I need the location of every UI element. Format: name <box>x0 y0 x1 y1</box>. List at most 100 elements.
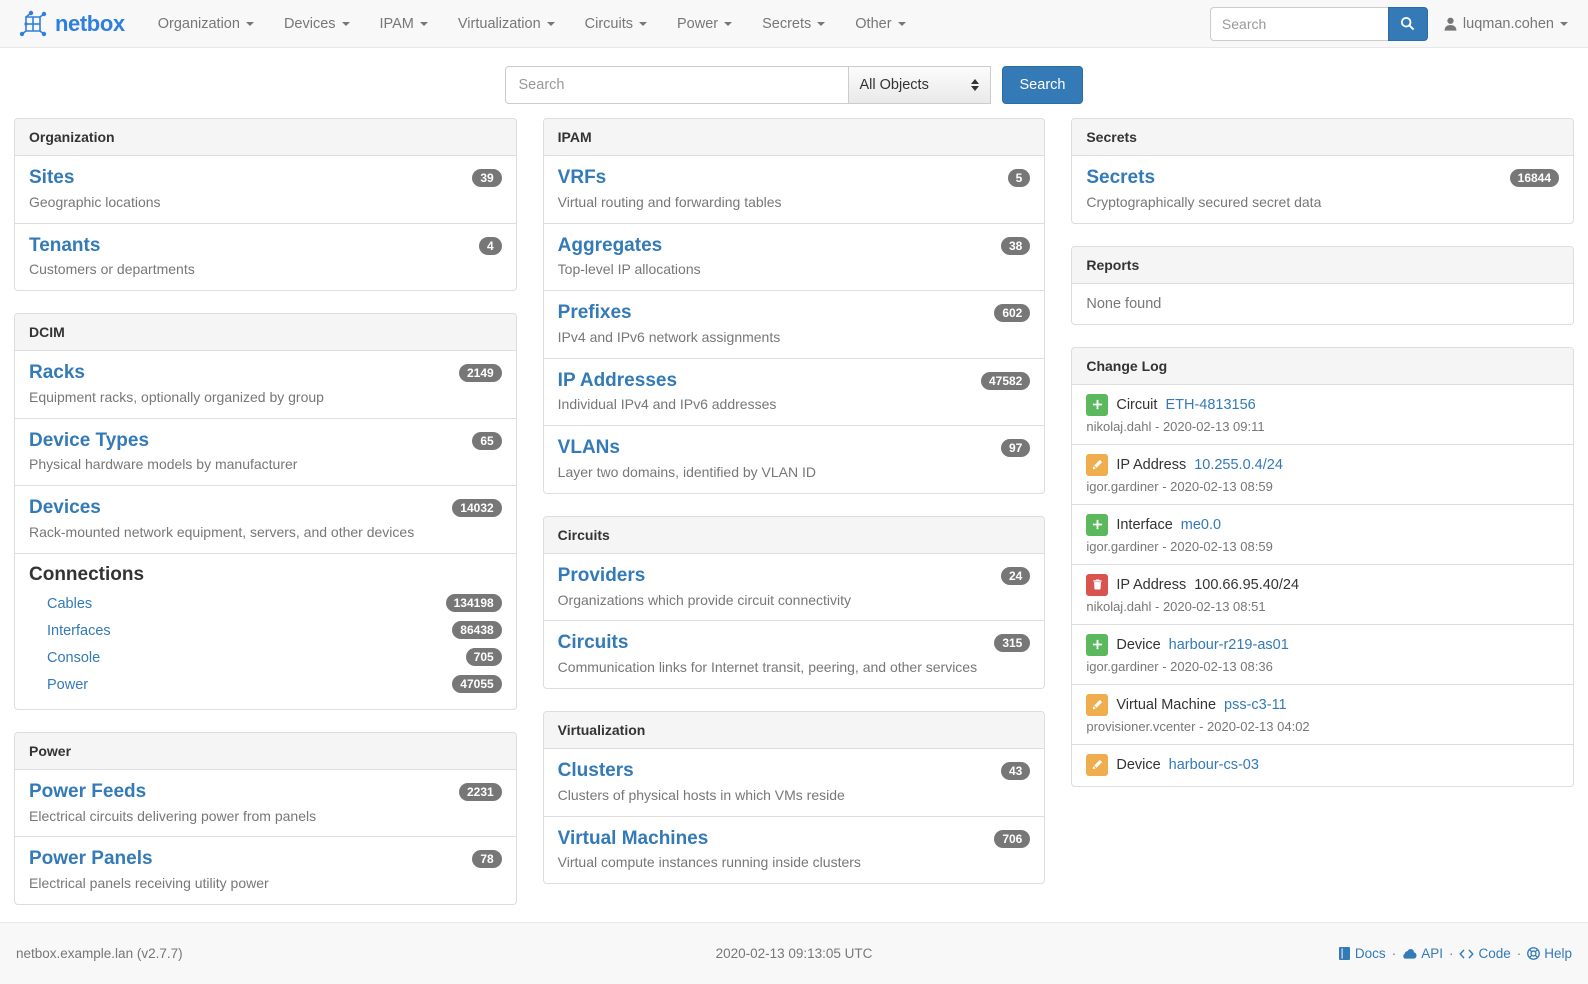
link-cables[interactable]: Cables <box>47 595 93 612</box>
footer-link-help[interactable]: Help <box>1527 946 1572 961</box>
nav-menu-other[interactable]: Other <box>840 0 920 48</box>
row-tenants[interactable]: Tenants 4 Customers or departments <box>15 224 516 291</box>
link-vrfs[interactable]: VRFs <box>557 167 607 188</box>
changelog-entry[interactable]: Virtual Machine pss-c3-11 provisioner.vc… <box>1072 685 1574 745</box>
link-devices[interactable]: Devices <box>29 497 101 519</box>
changelog-entry-type: IP Address <box>1116 576 1187 593</box>
footer-link-help-label: Help <box>1544 946 1572 961</box>
nav-menu-secrets[interactable]: Secrets <box>747 0 840 48</box>
changelog-entry-object: 100.66.95.40/24 <box>1194 576 1300 593</box>
changelog-entry-type: IP Address <box>1116 456 1187 473</box>
changelog-entry[interactable]: IP Address 100.66.95.40/24 nikolaj.dahl … <box>1072 565 1574 625</box>
changelog-entry-object[interactable]: me0.0 <box>1180 516 1222 533</box>
link-secrets[interactable]: Secrets <box>1086 167 1156 188</box>
link-power-panels[interactable]: Power Panels <box>29 848 153 870</box>
link-power-feeds[interactable]: Power Feeds <box>29 780 147 802</box>
row-racks[interactable]: Racks 2149 Equipment racks, optionally o… <box>15 351 516 419</box>
nav-menu-organization[interactable]: Organization <box>143 0 269 48</box>
brand-logo[interactable]: netbox <box>14 9 125 39</box>
footer-link-api[interactable]: API <box>1402 946 1443 961</box>
row-circuits[interactable]: Circuits 315 Communication links for Int… <box>544 621 1045 688</box>
navbar-search-input[interactable] <box>1209 6 1388 41</box>
changelog-entry-object[interactable]: pss-c3-11 <box>1224 696 1287 713</box>
link-circuits[interactable]: Circuits <box>557 632 629 654</box>
changelog-entry[interactable]: Interface me0.0 igor.gardiner - 2020-02-… <box>1072 505 1574 565</box>
cloud-icon <box>1402 948 1417 959</box>
link-device-types[interactable]: Device Types <box>29 429 150 451</box>
row-prefixes[interactable]: Prefixes 602 IPv4 and IPv6 network assig… <box>543 291 1045 359</box>
link-prefixes[interactable]: Prefixes <box>557 302 632 324</box>
search-input[interactable] <box>504 66 849 104</box>
link-vlans[interactable]: VLANs <box>557 437 620 459</box>
nav-menu-circuits[interactable]: Circuits <box>570 0 662 48</box>
desc-device-types: Physical hardware models by manufacturer <box>29 456 298 473</box>
list-item-interfaces[interactable]: Interfaces 86438 <box>47 617 502 644</box>
list-item-power[interactable]: Power 47055 <box>47 671 502 698</box>
navbar-search-button[interactable] <box>1387 6 1428 41</box>
panel-virtualization-heading: Virtualization <box>543 712 1045 750</box>
top-navbar: netbox Organization Devices IPAM Virtual… <box>0 0 1588 48</box>
row-ip-addresses[interactable]: IP Addresses 47582 Individual IPv4 and I… <box>543 359 1045 427</box>
row-sites[interactable]: Sites 39 Geographic locations <box>15 156 516 224</box>
row-clusters[interactable]: Clusters 43 Clusters of physical hosts i… <box>543 749 1045 817</box>
footer-link-code[interactable]: Code <box>1459 946 1511 961</box>
footer-link-docs[interactable]: Docs <box>1338 946 1386 961</box>
changelog-entry-object[interactable]: ETH-4813156 <box>1165 396 1256 413</box>
nav-menu-circuits-label: Circuits <box>584 15 633 32</box>
desc-vlans: Layer two domains, identified by VLAN ID <box>557 464 817 480</box>
badge-circuits-count: 315 <box>994 634 1031 653</box>
link-power-connections[interactable]: Power <box>47 676 89 693</box>
link-providers[interactable]: Providers <box>557 564 646 586</box>
row-vrfs[interactable]: VRFs 5 Virtual routing and forwarding ta… <box>543 156 1045 224</box>
row-secrets[interactable]: Secrets 16844 Cryptographically secured … <box>1072 156 1573 223</box>
chevron-down-icon <box>639 21 647 26</box>
row-power-panels[interactable]: Power Panels 78 Electrical panels receiv… <box>15 837 516 904</box>
navbar-right: luqman.cohen <box>1209 6 1574 41</box>
badge-virtual-machines-count: 706 <box>994 829 1031 848</box>
changelog-entry[interactable]: Device harbour-cs-03 <box>1072 745 1573 786</box>
changelog-entry-object[interactable]: harbour-cs-03 <box>1168 756 1259 773</box>
footer-link-api-label: API <box>1421 946 1443 961</box>
link-ip-addresses[interactable]: IP Addresses <box>557 369 678 391</box>
nav-menu-power-label: Power <box>677 15 719 32</box>
link-aggregates[interactable]: Aggregates <box>557 234 663 256</box>
user-menu[interactable]: luqman.cohen <box>1444 16 1568 32</box>
column-right: Secrets Secrets 16844 Cryptographically … <box>1071 118 1575 809</box>
panel-secrets: Secrets Secrets 16844 Cryptographically … <box>1071 118 1575 224</box>
nav-menu-devices[interactable]: Devices <box>269 0 365 48</box>
panel-reports: Reports None found <box>1071 245 1575 325</box>
search-submit-button[interactable]: Search <box>1001 66 1084 104</box>
link-interfaces[interactable]: Interfaces <box>47 622 111 639</box>
link-clusters[interactable]: Clusters <box>557 760 634 782</box>
link-console[interactable]: Console <box>47 649 101 666</box>
link-virtual-machines[interactable]: Virtual Machines <box>557 827 709 849</box>
nav-menu-devices-label: Devices <box>283 15 336 32</box>
nav-menu-virtualization[interactable]: Virtualization <box>443 0 570 48</box>
row-vlans[interactable]: VLANs 97 Layer two domains, identified b… <box>544 426 1045 493</box>
row-aggregates[interactable]: Aggregates 38 Top-level IP allocations <box>543 224 1045 292</box>
row-device-types[interactable]: Device Types 65 Physical hardware models… <box>15 419 516 487</box>
object-type-select[interactable]: All Objects <box>848 66 991 104</box>
row-devices[interactable]: Devices 14032 Rack-mounted network equip… <box>15 486 516 554</box>
row-virtual-machines[interactable]: Virtual Machines 706 Virtual compute ins… <box>544 817 1045 884</box>
changelog-entry[interactable]: IP Address 10.255.0.4/24 igor.gardiner -… <box>1072 445 1574 505</box>
list-item-console[interactable]: Console 705 <box>47 644 502 671</box>
link-sites[interactable]: Sites <box>29 167 75 188</box>
panel-ipam: IPAM VRFs 5 Virtual routing and forwardi… <box>542 118 1046 494</box>
link-tenants[interactable]: Tenants <box>29 234 101 256</box>
row-providers[interactable]: Providers 24 Organizations which provide… <box>543 554 1045 622</box>
list-item-cables[interactable]: Cables 134198 <box>47 590 502 617</box>
link-racks[interactable]: Racks <box>29 362 85 384</box>
changelog-entry[interactable]: Circuit ETH-4813156 nikolaj.dahl - 2020-… <box>1072 385 1574 445</box>
changelog-entry[interactable]: Device harbour-r219-as01 igor.gardiner -… <box>1072 625 1574 685</box>
changelog-entry-object[interactable]: harbour-r219-as01 <box>1168 636 1289 653</box>
user-menu-name: luqman.cohen <box>1462 15 1554 32</box>
panel-changelog: Change Log Circuit ETH-4813156 nikolaj.d… <box>1071 346 1575 787</box>
search-icon <box>1400 16 1415 31</box>
changelog-entry-object[interactable]: 10.255.0.4/24 <box>1194 456 1283 473</box>
spinner-icon <box>970 79 979 91</box>
nav-menu-ipam[interactable]: IPAM <box>365 0 443 48</box>
nav-menu-power[interactable]: Power <box>662 0 747 48</box>
page-footer: netbox.example.lan (v2.7.7) 2020-02-13 0… <box>0 922 1588 984</box>
row-power-feeds[interactable]: Power Feeds 2231 Electrical circuits del… <box>15 770 516 838</box>
